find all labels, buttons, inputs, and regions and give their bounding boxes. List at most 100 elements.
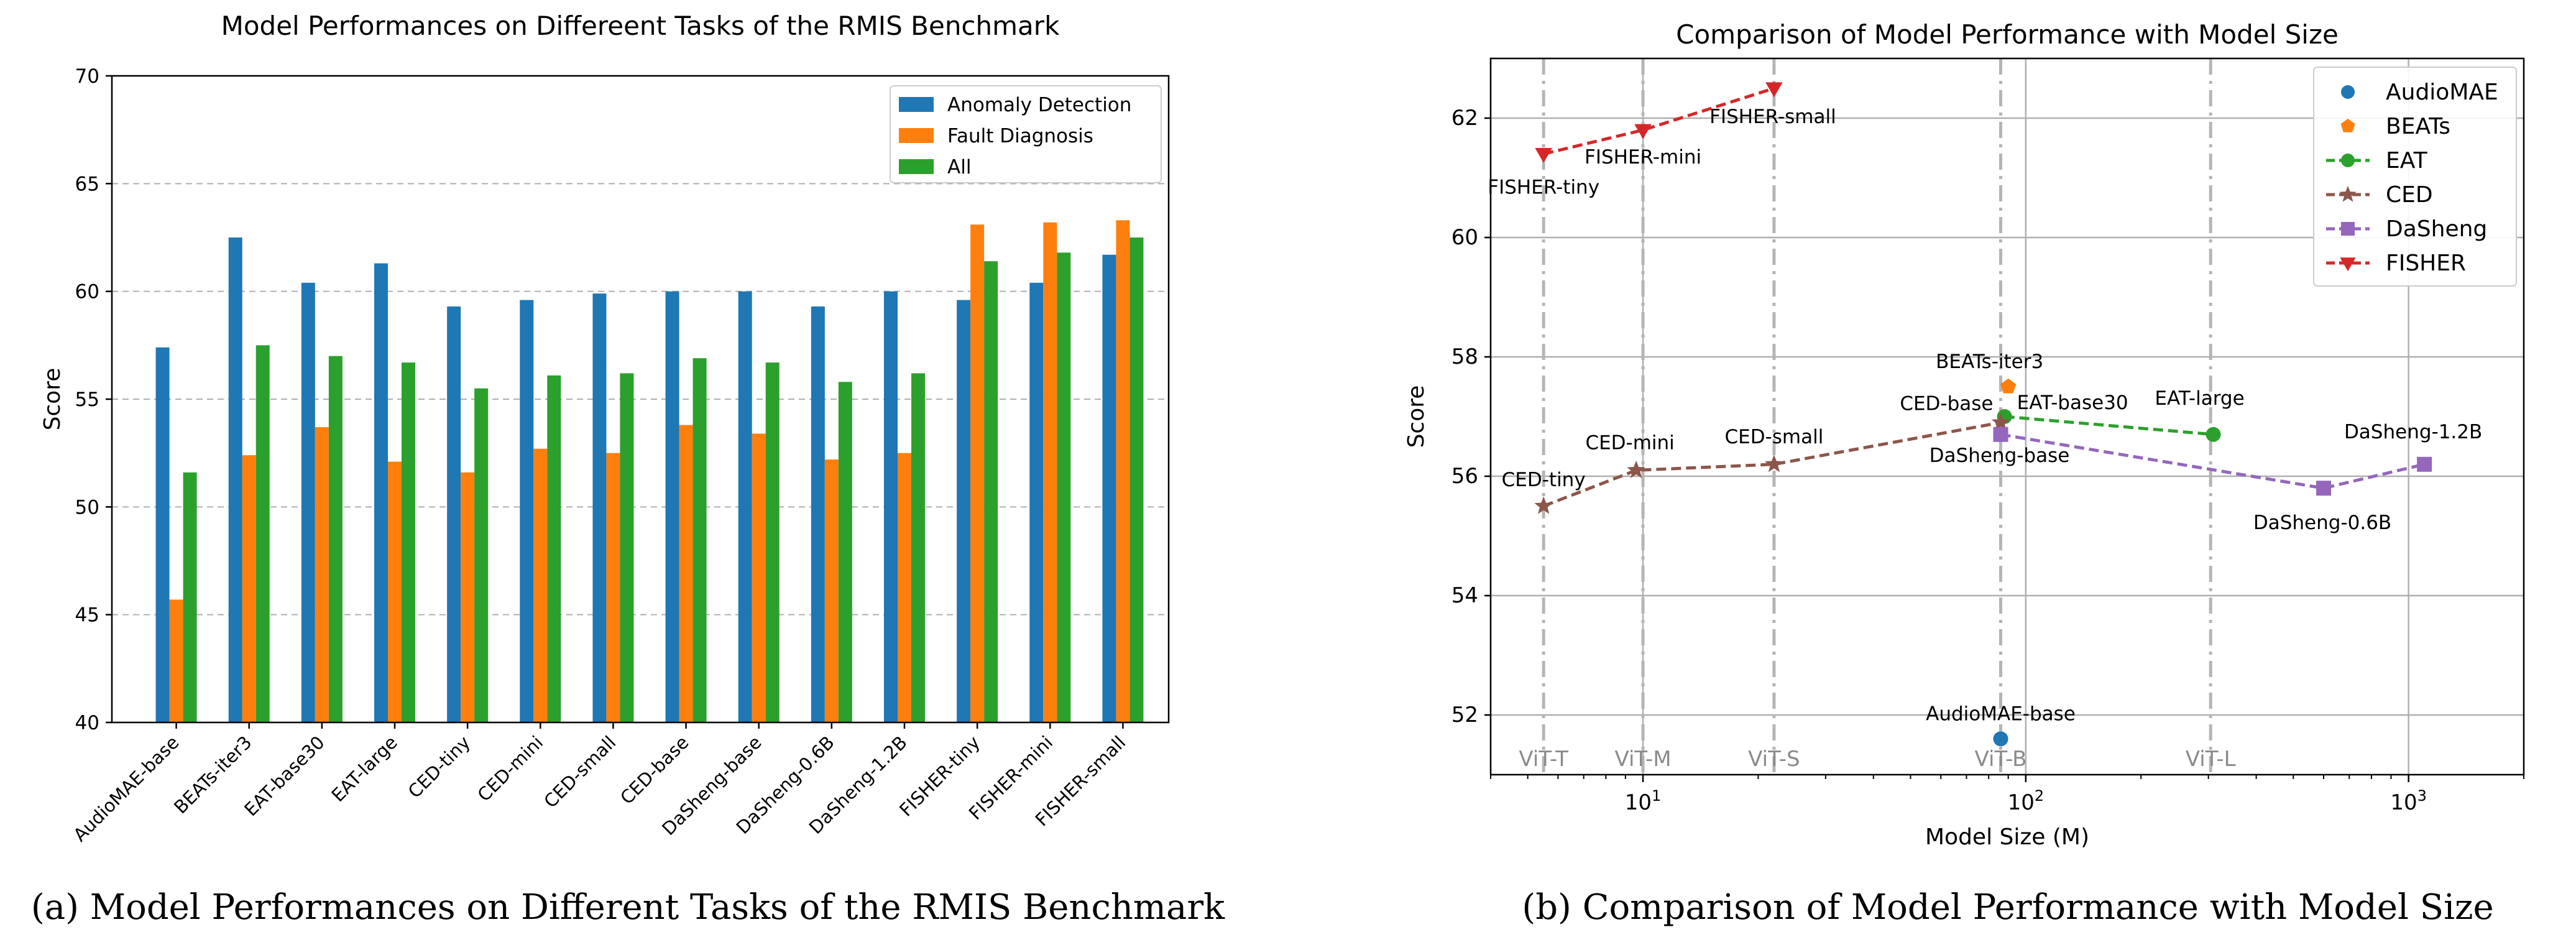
bar — [620, 373, 634, 722]
data-point — [1993, 731, 2008, 747]
bar — [547, 375, 561, 722]
y-tick-label: 56 — [1451, 464, 1478, 489]
bar — [301, 282, 315, 722]
bar — [461, 472, 475, 722]
bar — [155, 347, 170, 722]
bar — [183, 472, 197, 722]
bar — [1057, 252, 1071, 722]
bar — [679, 425, 693, 722]
data-point — [1535, 148, 1552, 163]
y-axis-label: Score — [1404, 385, 1429, 448]
point-label: CED-small — [1724, 426, 1823, 448]
bar — [374, 263, 388, 723]
data-point — [2341, 154, 2355, 167]
data-point — [2417, 456, 2432, 472]
bar — [665, 291, 679, 723]
vit-label: ViT-T — [1519, 747, 1568, 772]
y-tick-label: 52 — [1451, 703, 1478, 727]
x-tick-label: 101 — [1625, 787, 1662, 815]
bar — [402, 362, 415, 722]
series-line — [2000, 433, 2425, 490]
data-point — [1765, 454, 1783, 473]
point-label: AudioMAE-base — [1926, 703, 2076, 725]
point-label: CED-tiny — [1502, 469, 1586, 491]
point-label: DaSheng-base — [1930, 445, 2070, 467]
y-tick-label: 65 — [75, 173, 99, 195]
bar — [984, 261, 998, 723]
legend-swatch — [899, 159, 934, 174]
y-tick-label: 40 — [75, 712, 99, 734]
point-label: CED-base — [1900, 393, 1993, 415]
x-tick-label: CED-tiny — [404, 732, 474, 802]
chart-title: Model Performances on Differeent Tasks o… — [221, 11, 1060, 41]
data-point — [2340, 257, 2356, 272]
point-label: DaSheng-0.6B — [2253, 512, 2391, 534]
vit-label: ViT-B — [1975, 747, 2027, 772]
point-label: EAT-base30 — [2017, 392, 2128, 414]
vit-label: ViT-M — [1614, 747, 1671, 772]
bar — [884, 291, 898, 723]
bar — [533, 448, 548, 722]
y-tick-label: 45 — [75, 604, 99, 627]
x-tick-label: EAT-large — [328, 732, 402, 806]
x-tick-label: 103 — [2390, 787, 2427, 815]
bar — [838, 382, 852, 722]
bar — [328, 356, 343, 722]
legend-label: All — [947, 156, 971, 178]
data-point — [1991, 413, 2010, 431]
data-point — [1765, 82, 1783, 98]
y-tick-label: 55 — [75, 389, 99, 411]
legend-label: FISHER — [2386, 251, 2466, 276]
point-label: BEATs-iter3 — [1936, 351, 2043, 373]
y-tick-label: 54 — [1451, 583, 1478, 608]
bar — [520, 300, 534, 722]
bar — [738, 291, 752, 723]
bar — [388, 461, 402, 722]
data-point — [2206, 427, 2221, 442]
data-point — [1627, 460, 1645, 479]
y-tick-label: 70 — [75, 65, 99, 88]
data-point — [2341, 85, 2355, 99]
series-line — [1543, 421, 2001, 508]
data-point — [2341, 222, 2355, 236]
legend-label: DaSheng — [2386, 216, 2487, 242]
legend-swatch — [899, 128, 934, 143]
scatter-chart-panel: 52 54 56 58 60 62 101 102 103 ViT-T ViT-M ViT-S ViT-… — [1404, 19, 2525, 928]
legend-label: AudioMAE — [2386, 80, 2498, 105]
bar — [1029, 282, 1044, 722]
bar — [447, 306, 461, 722]
bar — [315, 427, 329, 722]
bar — [1043, 222, 1057, 722]
bar — [957, 300, 971, 722]
bar — [752, 433, 766, 722]
point-label: EAT-large — [2155, 387, 2244, 410]
series-line — [1543, 86, 1775, 156]
x-axis-label: Model Size (M) — [1925, 824, 2089, 850]
legend-box — [890, 85, 1162, 183]
point-label: CED-mini — [1585, 431, 1674, 454]
data-point — [1534, 496, 1553, 514]
x-tick-label: 102 — [2008, 787, 2045, 815]
data-point — [2000, 378, 2017, 394]
legend-swatch — [899, 97, 934, 112]
bar — [1129, 238, 1144, 722]
x-tick-label: AudioMAE-base — [69, 732, 183, 846]
figure-caption: (b) Comparison of Model Performance with… — [1522, 887, 2493, 928]
point-label: FISHER-small — [1709, 106, 1836, 128]
y-tick-label: 50 — [75, 496, 99, 519]
bar — [970, 224, 985, 722]
y-tick-label: 60 — [1451, 225, 1478, 250]
figure-caption: (a) Model Performances on Different Task… — [31, 887, 1225, 928]
plot-frame — [111, 75, 1170, 724]
x-tick-label: CED-small — [540, 732, 620, 812]
chart-title: Comparison of Model Performance with Mod… — [1676, 19, 2339, 50]
bar — [474, 388, 489, 722]
bar — [1102, 254, 1116, 722]
data-point — [2340, 118, 2355, 132]
y-axis-label: Score — [40, 368, 65, 431]
legend-label: EAT — [2386, 148, 2428, 173]
point-label: DaSheng-1.2B — [2344, 421, 2482, 443]
bar-chart-panel: 40455055606570AudioMAE-baseBEATs-iter3EA… — [31, 11, 1225, 928]
point-label: FISHER-mini — [1585, 146, 1701, 168]
